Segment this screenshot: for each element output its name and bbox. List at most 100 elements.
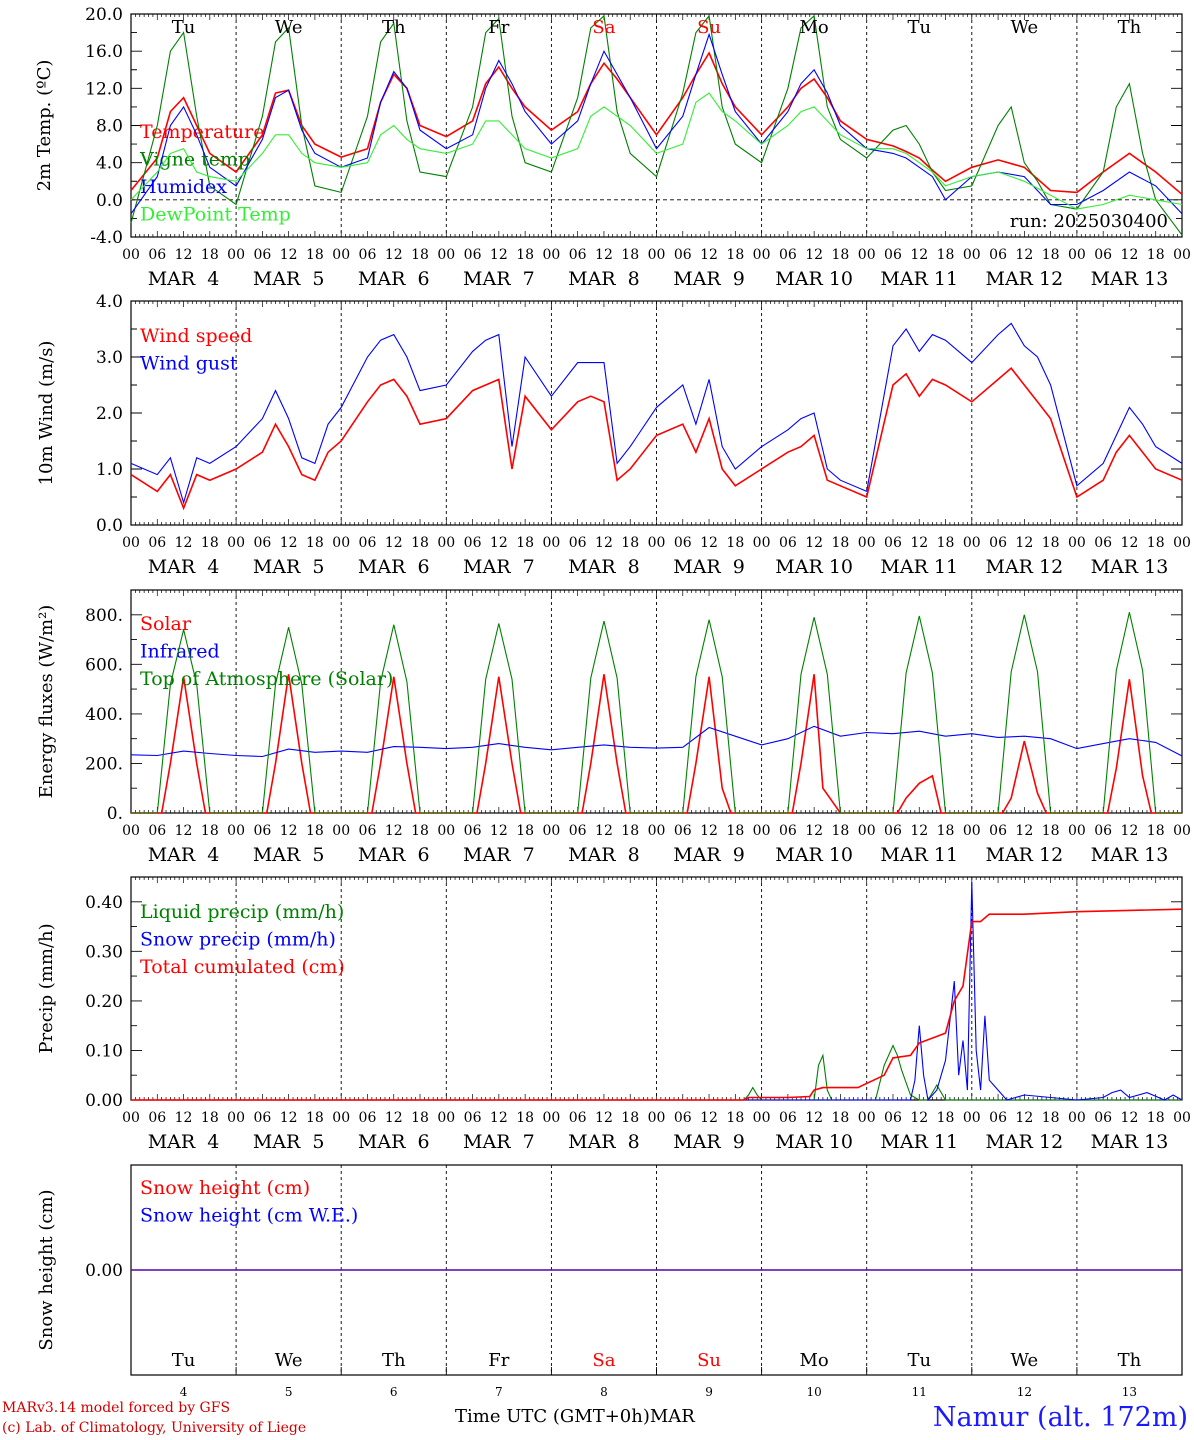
- hour-tick-label: 12: [175, 535, 193, 551]
- hour-tick-label: 00: [122, 247, 140, 263]
- hour-tick-label: 12: [910, 247, 928, 263]
- hour-tick-label: 12: [910, 535, 928, 551]
- model-credit: MARv3.14 model forced by GFS: [2, 1400, 231, 1416]
- date-label: MAR 7: [463, 268, 535, 290]
- hour-tick-label: 00: [753, 535, 771, 551]
- hour-tick-label: 12: [700, 1110, 718, 1126]
- hour-tick-label: 18: [1042, 1110, 1060, 1126]
- date-label: MAR 6: [358, 556, 430, 578]
- hour-tick-label: 06: [253, 823, 271, 839]
- hour-tick-label: 00: [753, 247, 771, 263]
- hour-tick-label: 18: [832, 247, 850, 263]
- date-label: MAR 13: [1091, 268, 1169, 290]
- y-axis-label: 2m Temp. (ºC): [34, 60, 55, 192]
- hour-tick-label: 06: [779, 535, 797, 551]
- hour-tick-label: 18: [201, 247, 219, 263]
- hour-tick-label: 06: [884, 535, 902, 551]
- y-tick-label: 800.: [85, 606, 123, 626]
- date-label: MAR 12: [985, 1131, 1063, 1153]
- hour-tick-label: 06: [148, 823, 166, 839]
- hour-tick-label: 06: [989, 247, 1007, 263]
- hour-tick-label: 06: [674, 823, 692, 839]
- hour-tick-label: 12: [805, 1110, 823, 1126]
- hour-tick-label: 06: [148, 247, 166, 263]
- y-axis-label: 10m Wind (m/s): [36, 341, 57, 486]
- day-number-label: 11: [912, 1385, 927, 1399]
- hour-tick-label: 18: [726, 535, 744, 551]
- y-tick-label: 4.0: [96, 292, 123, 312]
- hour-tick-label: 06: [779, 247, 797, 263]
- hour-tick-label: 00: [332, 1110, 350, 1126]
- hour-tick-label: 06: [989, 823, 1007, 839]
- hour-tick-label: 00: [437, 823, 455, 839]
- hour-tick-label: 06: [359, 247, 377, 263]
- hour-tick-label: 00: [858, 535, 876, 551]
- day-number-label: 5: [285, 1385, 293, 1399]
- y-tick-label: 600.: [85, 655, 123, 675]
- hour-tick-label: 18: [1147, 1110, 1165, 1126]
- date-label: MAR 10: [775, 844, 853, 866]
- hour-tick-label: 06: [884, 247, 902, 263]
- legend-entry: Wind gust: [140, 353, 238, 375]
- hour-tick-label: 18: [306, 1110, 324, 1126]
- hour-tick-label: 06: [464, 823, 482, 839]
- hour-tick-label: 06: [253, 247, 271, 263]
- hour-tick-label: 06: [359, 823, 377, 839]
- weekday-label: Sa: [592, 1350, 615, 1371]
- hour-tick-label: 18: [832, 823, 850, 839]
- hour-tick-label: 12: [385, 247, 403, 263]
- hour-tick-label: 06: [1094, 1110, 1112, 1126]
- hour-tick-label: 12: [490, 247, 508, 263]
- hour-tick-label: 12: [700, 247, 718, 263]
- hour-tick-label: 06: [779, 1110, 797, 1126]
- weekday-label: Th: [1118, 17, 1142, 38]
- series-line-wind-speed: [130, 367, 1183, 511]
- hour-tick-label: 18: [411, 535, 429, 551]
- hour-tick-label: 18: [516, 1110, 534, 1126]
- panel-wind: 0.0 1.0 2.0 3.0 4.0 10m Wind (m/s) Wind speed W…: [36, 292, 1191, 578]
- legend-entry: Vigne temp: [139, 149, 250, 171]
- date-label: MAR 5: [253, 268, 325, 290]
- hour-tick-label: 00: [648, 1110, 666, 1126]
- hour-tick-label: 00: [1068, 247, 1086, 263]
- hour-tick-label: 00: [1068, 823, 1086, 839]
- hour-tick-label: 12: [385, 1110, 403, 1126]
- date-label: MAR 13: [1091, 844, 1169, 866]
- weekday-label: We: [1011, 17, 1039, 38]
- hour-tick-label: 06: [1094, 247, 1112, 263]
- weekday-label: Mo: [800, 17, 829, 38]
- hour-tick-label: 18: [516, 535, 534, 551]
- y-tick-label: 1.0: [96, 460, 123, 480]
- weekday-label: Tu: [172, 1350, 196, 1371]
- y-tick-label: 0.10: [85, 1041, 123, 1061]
- y-tick-label: 0.30: [85, 942, 123, 962]
- hour-tick-label: 18: [1147, 823, 1165, 839]
- hour-tick-label: 06: [884, 823, 902, 839]
- hour-tick-label: 06: [464, 535, 482, 551]
- time-axis-title: Time UTC (GMT+0h)MAR: [455, 1406, 695, 1427]
- hour-tick-label: 06: [569, 823, 587, 839]
- y-tick-label: 20.0: [85, 5, 123, 25]
- hour-tick-label: 06: [253, 535, 271, 551]
- hour-tick-label: 18: [411, 823, 429, 839]
- hour-tick-label: 18: [937, 823, 955, 839]
- hour-tick-label: 06: [359, 535, 377, 551]
- date-label: MAR 9: [673, 1131, 745, 1153]
- y-tick-label: 4.0: [96, 154, 123, 174]
- hour-tick-label: 18: [1147, 535, 1165, 551]
- hour-tick-label: 00: [963, 823, 981, 839]
- hour-tick-label: 06: [779, 823, 797, 839]
- hour-tick-label: 18: [937, 1110, 955, 1126]
- hour-tick-label: 12: [1015, 1110, 1033, 1126]
- hour-tick-label: 06: [148, 535, 166, 551]
- hour-tick-label: 00: [122, 823, 140, 839]
- weekday-label: Tu: [172, 17, 196, 38]
- hour-tick-label: 12: [805, 535, 823, 551]
- hour-tick-label: 12: [805, 823, 823, 839]
- weekday-label: We: [275, 1350, 303, 1371]
- y-tick-label: 16.0: [85, 42, 123, 62]
- hour-tick-label: 06: [989, 1110, 1007, 1126]
- y-tick-label: 0.0: [96, 191, 123, 211]
- legend-entry: Solar: [140, 613, 192, 635]
- y-axis-label: Snow height (cm): [36, 1189, 57, 1350]
